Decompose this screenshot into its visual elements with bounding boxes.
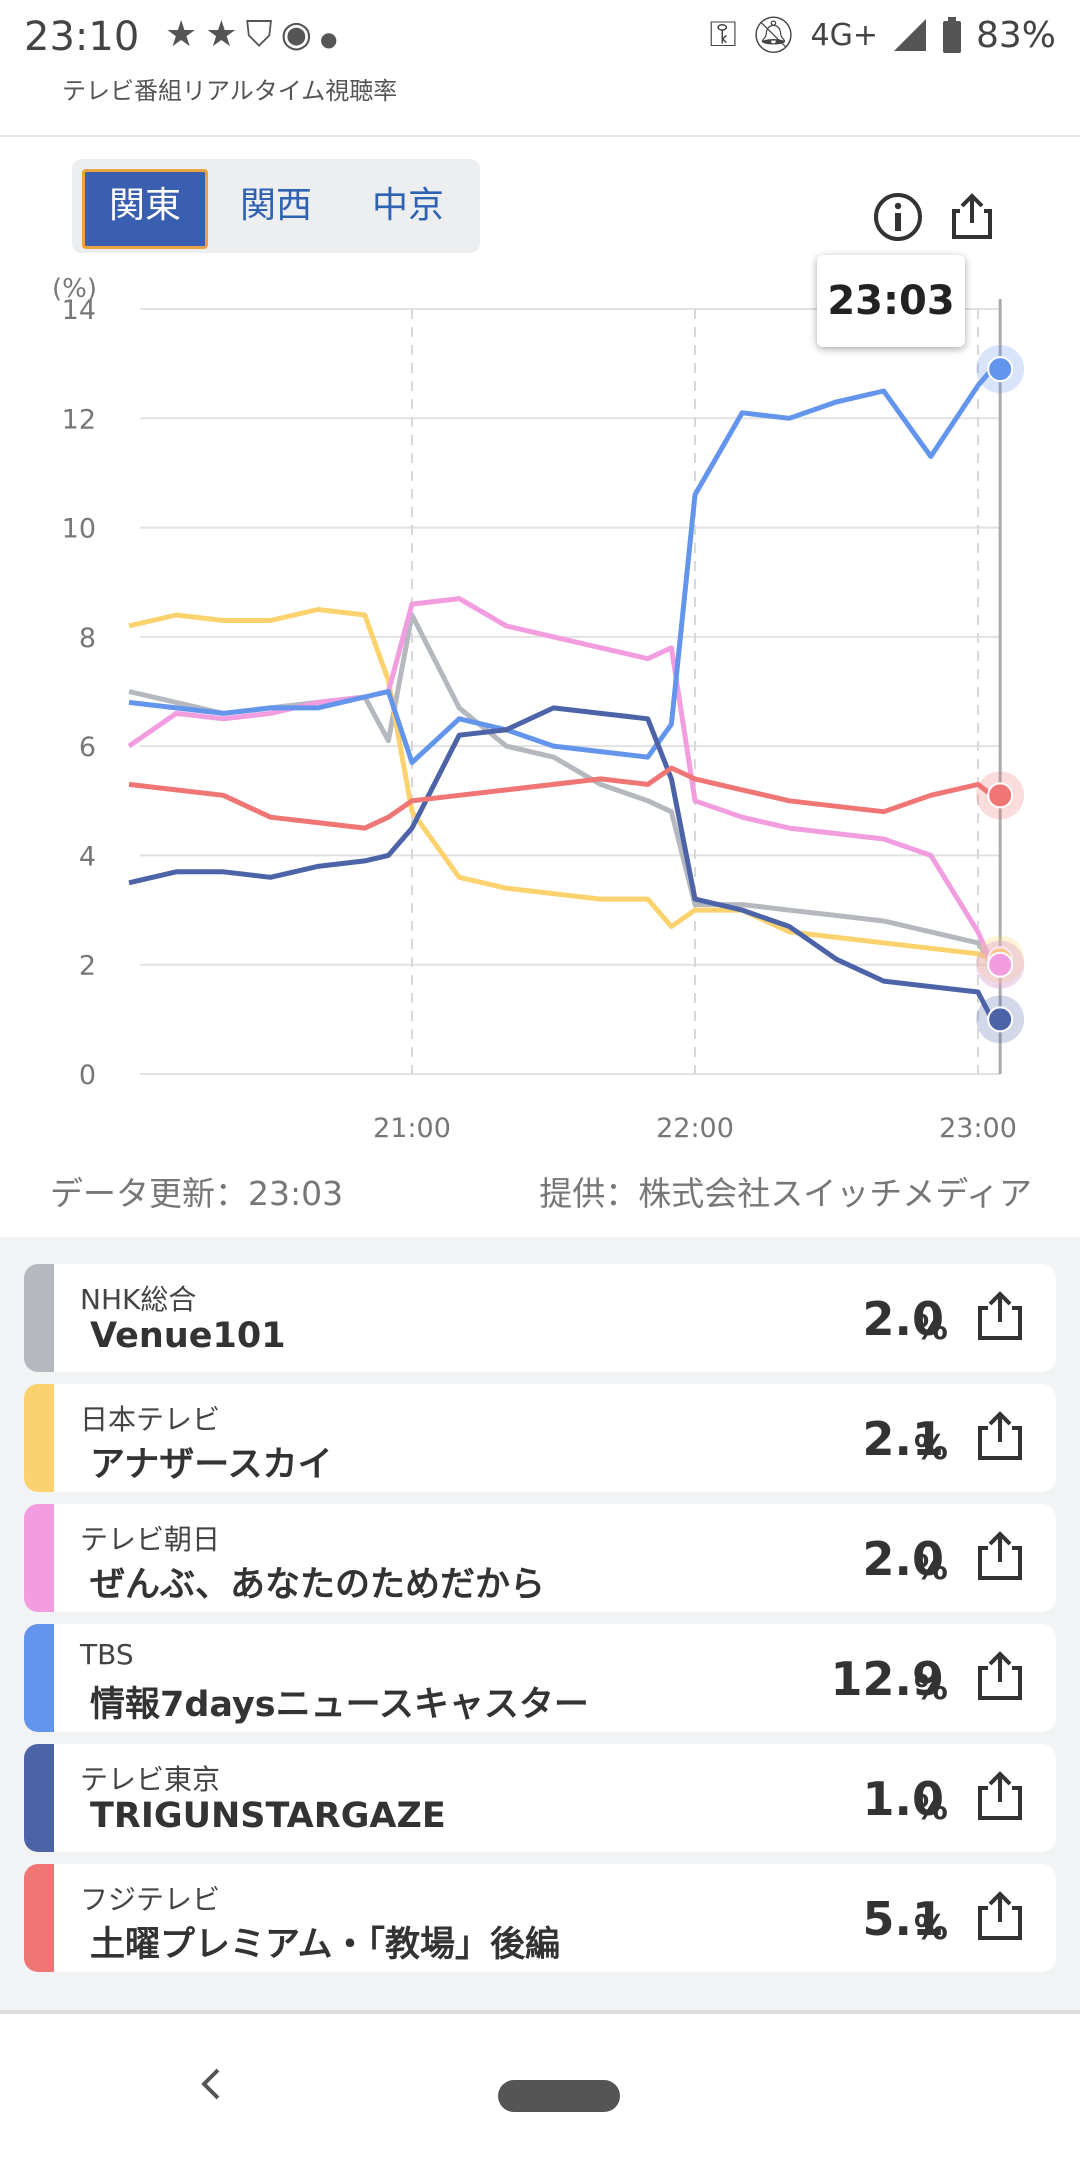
rating-unit: % xyxy=(913,1428,948,1468)
share-icon[interactable] xyxy=(974,1288,1026,1344)
y-tick-label: 6 xyxy=(79,732,96,763)
share-icon[interactable] xyxy=(974,1768,1026,1824)
signal-icon xyxy=(893,19,926,51)
time-tooltip: 23:03 xyxy=(817,255,965,347)
rating-value: 1.0 xyxy=(862,1772,945,1826)
rating-unit: % xyxy=(913,1668,948,1708)
navigation-bar xyxy=(0,2010,1080,2164)
info-icon[interactable] xyxy=(872,191,924,243)
y-tick-label: 10 xyxy=(62,514,96,545)
y-axis-unit: (%) xyxy=(52,274,97,304)
tab-kanto[interactable]: 関東 xyxy=(82,169,208,249)
data-provider: 提供：株式会社スイッチメディア xyxy=(539,1174,1032,1213)
chart-card: 関東 関西 中京 0 2 4 6 8 10 12 14 (%) 21:00 22:00 23:00 2… xyxy=(0,137,1080,1237)
tab-chukyo[interactable]: 中京 xyxy=(371,185,444,226)
program-title: アナザースカイ xyxy=(90,1445,333,1485)
battery-level: 83% xyxy=(975,14,1056,56)
station-color-bar xyxy=(24,1864,54,1972)
program-title: ぜんぶ、あなたのためだから xyxy=(90,1565,546,1605)
y-tick-label: 14 xyxy=(62,295,96,326)
program-title: TRIGUNSTARGAZE xyxy=(90,1796,446,1836)
series-line xyxy=(128,765,994,831)
share-icon[interactable] xyxy=(974,1528,1026,1584)
notification-icons: ★★⛉◉● xyxy=(165,14,345,56)
dot-icon: ● xyxy=(320,27,346,51)
star-icon: ★ xyxy=(165,14,206,55)
series-marker xyxy=(987,1006,1014,1033)
station-color-bar xyxy=(24,1744,54,1852)
key-icon: ⚿ xyxy=(709,14,737,55)
station-name: フジテレビ xyxy=(80,1883,221,1916)
station-name: TBS xyxy=(80,1638,134,1671)
status-time: 23:10 xyxy=(24,14,140,60)
rating-value: 12.9 xyxy=(830,1652,945,1706)
y-tick-label: 8 xyxy=(79,623,96,654)
station-name: テレビ朝日 xyxy=(80,1523,221,1556)
app-title: テレビ番組リアルタイム視聴率 xyxy=(62,77,398,105)
program-list: NHK総合 Venue101 2.0 % 日本テレビ アナザースカイ 2.1 %… xyxy=(0,1237,1080,1997)
bell-off-icon: 🔕︎ xyxy=(750,15,797,56)
list-item[interactable]: NHK総合 Venue101 2.0 % xyxy=(24,1264,1056,1372)
series-line xyxy=(128,612,995,967)
series-marker xyxy=(987,356,1014,383)
station-color-bar xyxy=(24,1624,54,1732)
y-tick-label: 4 xyxy=(79,841,96,872)
share-icon[interactable] xyxy=(974,1888,1026,1944)
station-name: NHK総合 xyxy=(80,1283,197,1316)
assistant-icon: ◉ xyxy=(280,14,320,55)
series-marker xyxy=(987,782,1014,809)
list-item[interactable]: テレビ東京 TRIGUNSTARGAZE 1.0 % xyxy=(24,1744,1056,1852)
list-item[interactable]: TBS 情報7daysニュースキャスター 12.9 % xyxy=(24,1624,1056,1732)
list-item[interactable]: フジテレビ 土曜プレミアム・「教場」後編 5.1 % xyxy=(24,1864,1056,1972)
program-title: Venue101 xyxy=(90,1316,286,1356)
series-marker xyxy=(987,951,1014,978)
network-type: 4G+ xyxy=(810,17,878,53)
star-icon: ★ xyxy=(205,14,246,55)
program-title: 情報7daysニュースキャスター xyxy=(90,1685,589,1725)
rating-unit: % xyxy=(913,1308,948,1348)
app-header: テレビ番組リアルタイム視聴率 xyxy=(0,65,1080,137)
back-icon[interactable] xyxy=(192,2064,232,2104)
rating-unit: % xyxy=(913,1788,948,1828)
station-color-bar xyxy=(24,1264,54,1372)
station-name: 日本テレビ xyxy=(80,1403,221,1436)
share-icon[interactable] xyxy=(974,1408,1026,1464)
rating-value: 2.1 xyxy=(862,1412,945,1466)
station-color-bar xyxy=(24,1384,54,1492)
list-item[interactable]: テレビ朝日 ぜんぶ、あなたのためだから 2.0 % xyxy=(24,1504,1056,1612)
list-item[interactable]: 日本テレビ アナザースカイ 2.1 % xyxy=(24,1384,1056,1492)
x-tick-label: 22:00 xyxy=(656,1113,734,1144)
battery-icon xyxy=(942,17,961,53)
status-bar: 23:10 ★★⛉◉● ⚿ 🔕︎ 4G+ 83% xyxy=(0,0,1080,75)
data-updated: データ更新：23:03 xyxy=(50,1174,344,1213)
station-name: テレビ東京 xyxy=(80,1763,221,1796)
series-line xyxy=(128,705,995,1021)
home-button[interactable] xyxy=(498,2080,620,2112)
y-tick-label: 0 xyxy=(79,1060,96,1091)
rating-unit: % xyxy=(913,1908,948,1948)
rating-value: 2.0 xyxy=(862,1292,945,1346)
series-line xyxy=(128,607,994,962)
shield-icon: ⛉ xyxy=(245,14,281,55)
rating-value: 5.1 xyxy=(862,1892,945,1946)
share-icon[interactable] xyxy=(974,1648,1026,1704)
series-line xyxy=(128,367,994,765)
y-tick-label: 12 xyxy=(62,404,96,435)
station-color-bar xyxy=(24,1504,54,1612)
share-icon[interactable] xyxy=(946,191,998,243)
tab-kansai[interactable]: 関西 xyxy=(239,185,312,226)
rating-value: 2.0 xyxy=(862,1532,945,1586)
status-right: ⚿ 🔕︎ 4G+ 83% xyxy=(709,14,1056,56)
program-title: 土曜プレミアム・「教場」後編 xyxy=(90,1925,561,1965)
y-tick-label: 2 xyxy=(79,951,96,982)
x-tick-label: 23:00 xyxy=(939,1113,1017,1144)
rating-unit: % xyxy=(913,1548,948,1588)
region-tabs: 関東 関西 中京 xyxy=(72,159,480,253)
x-tick-label: 21:00 xyxy=(373,1113,451,1144)
